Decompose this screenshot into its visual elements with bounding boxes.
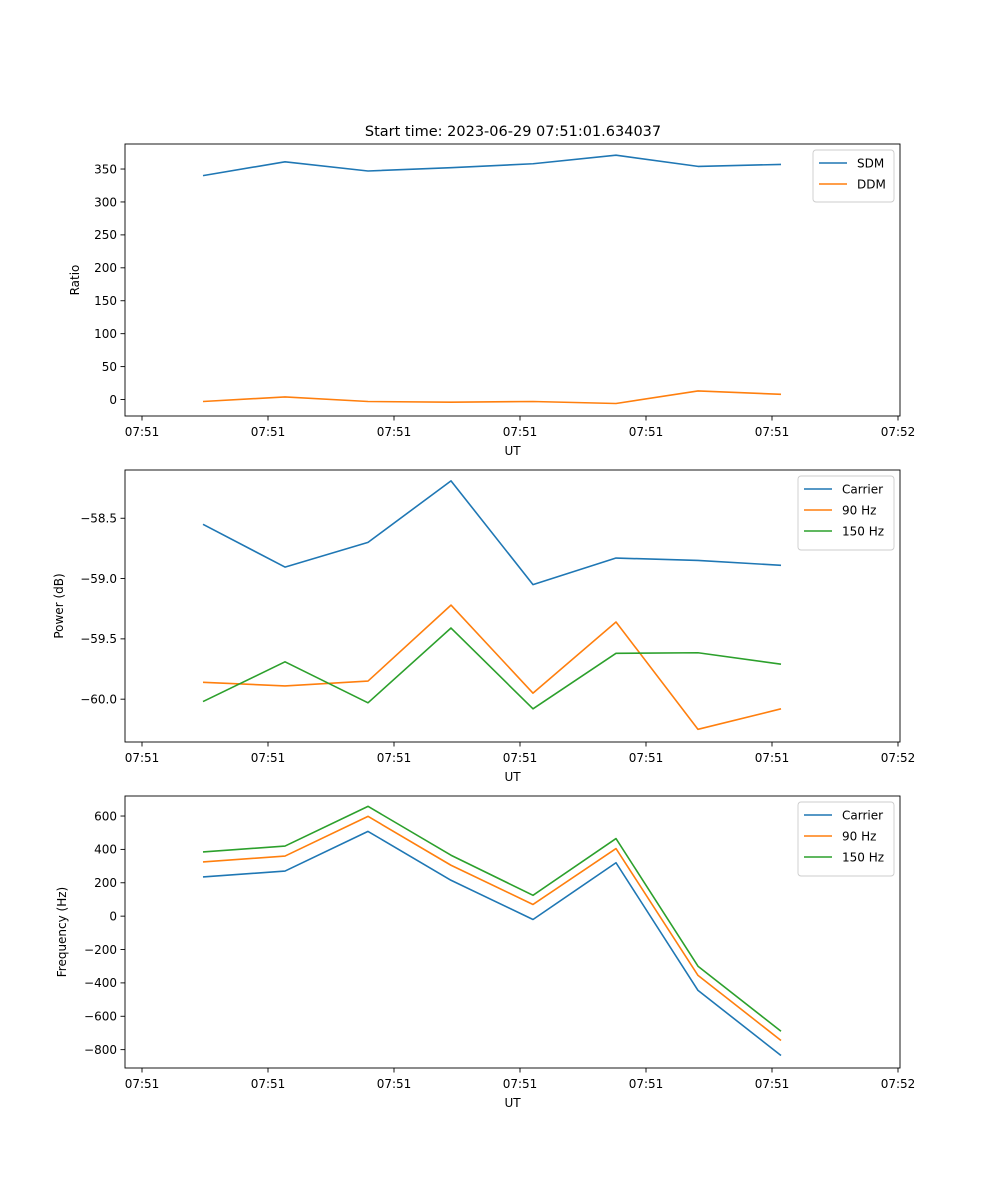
y-tick-label: 250 [94,228,117,242]
charts: 07:51 07:51 07:51 07:51 07:51 07:51 07:52 0 50 10… [52,143,916,1110]
legend-label: DDM [857,177,886,191]
x-axis-title: UT [504,770,521,784]
series-line-carrier [202,480,782,586]
x-tick-label: 07:51 [125,751,160,765]
series-line-sdm [202,154,782,177]
x-tick-label: 07:51 [377,1077,412,1091]
x-tick-label: 07:51 [125,425,160,439]
series-line-90-hz [202,815,782,1042]
y-tick-label: −200 [84,943,117,957]
legend-label: Carrier [842,808,883,822]
y-tick-label: 350 [94,162,117,176]
y-tick-label: 200 [94,876,117,890]
y-tick-label: 600 [94,809,117,823]
legend-label: 90 Hz [842,503,876,517]
legend: Carrier 90 Hz 150 Hz [797,801,895,877]
x-axis-title: UT [504,444,521,458]
chart-panel-1: 07:51 07:51 07:51 07:51 07:51 07:51 07:52 0 50 10… [68,143,916,458]
series-line-carrier [202,830,782,1057]
x-tick-label: 07:51 [251,1077,286,1091]
y-axis-title: Frequency (Hz) [55,887,69,978]
y-tick-label: −400 [84,976,117,990]
x-tick-label: 07:51 [251,751,286,765]
series-line-ddm [202,390,782,405]
legend-label: SDM [857,156,884,170]
y-tick-label: 50 [102,360,117,374]
plot-area [125,796,900,1068]
x-tick-label: 07:51 [755,1077,790,1091]
legend-label: Carrier [842,482,883,496]
y-tick-label: −600 [84,1010,117,1024]
x-tick-label: 07:51 [629,1077,664,1091]
y-tick-label: −800 [84,1043,117,1057]
legend: SDM DDM [812,149,895,203]
x-tick-label: 07:51 [755,751,790,765]
y-tick-label: 100 [94,327,117,341]
x-tick-label: 07:52 [881,1077,916,1091]
y-tick-label: 0 [109,909,117,923]
x-tick-label: 07:51 [377,425,412,439]
series-line-150-hz [202,627,782,710]
y-tick-label: −59.5 [80,632,117,646]
legend-label: 150 Hz [842,524,884,538]
x-tick-label: 07:51 [125,1077,160,1091]
axes-frame [124,795,901,1069]
chart-panel-2: 07:51 07:51 07:51 07:51 07:51 07:51 07:52 −60.0… [52,469,916,784]
legend: Carrier 90 Hz 150 Hz [797,475,895,551]
x-tick-label: 07:51 [503,751,538,765]
x-tick-label: 07:51 [755,425,790,439]
axes-frame [124,143,901,417]
legend-label: 150 Hz [842,850,884,864]
x-tick-label: 07:51 [503,425,538,439]
x-tick-label: 07:51 [377,751,412,765]
x-tick-label: 07:52 [881,425,916,439]
x-tick-label: 07:51 [251,425,286,439]
figure-title: Start time: 2023-06-29 07:51:01.634037 [365,124,661,140]
y-axis-title: Ratio [68,265,82,296]
series-line-150-hz [202,805,782,1032]
y-tick-label: −60.0 [80,692,117,706]
x-tick-label: 07:51 [503,1077,538,1091]
y-tick-label: 0 [109,393,117,407]
y-tick-label: 400 [94,843,117,857]
y-tick-label: 300 [94,195,117,209]
legend-label: 90 Hz [842,829,876,843]
axes-frame [124,469,901,743]
x-axis-title: UT [504,1096,521,1110]
y-tick-label: 150 [94,294,117,308]
y-tick-label: −58.5 [80,512,117,526]
y-tick-label: −59.0 [80,572,117,586]
y-axis-title: Power (dB) [52,573,66,638]
series-line-90-hz [202,604,782,731]
x-tick-label: 07:52 [881,751,916,765]
plot-area [125,144,900,416]
y-tick-label: 200 [94,261,117,275]
x-tick-label: 07:51 [629,425,664,439]
plot-area [125,470,900,742]
chart-panel-3: 07:51 07:51 07:51 07:51 07:51 07:51 07:52 −800 −… [55,795,916,1110]
x-tick-label: 07:51 [629,751,664,765]
